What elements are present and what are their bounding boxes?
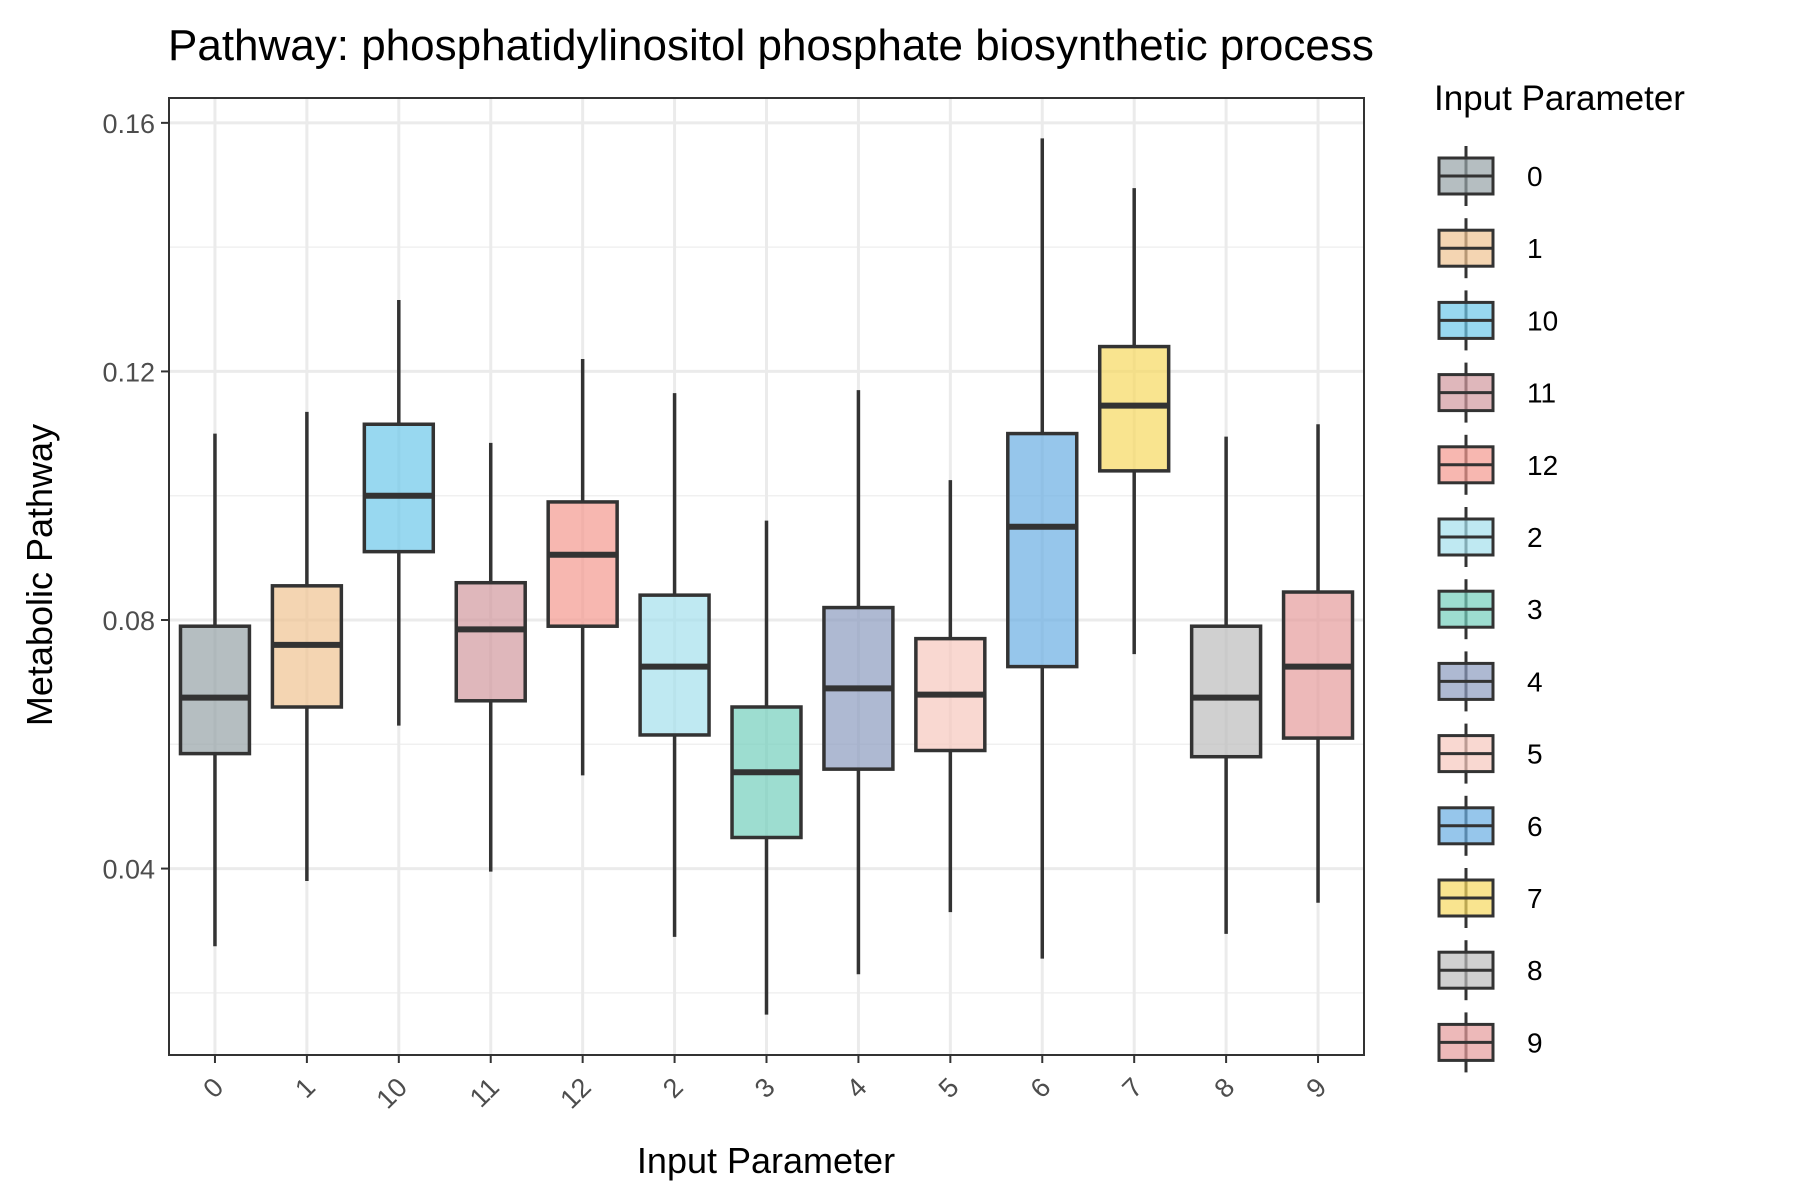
y-tick-label: 0.04 [102,855,155,885]
x-tick-label: 7 [1117,1072,1149,1104]
legend-label: 9 [1527,1027,1543,1058]
box-1 [270,411,344,881]
box-body [178,624,252,756]
box-body [1006,431,1079,669]
legend-label: 4 [1527,666,1543,697]
legend-item-10: 10 [1437,290,1558,351]
legend-item-11: 11 [1437,362,1556,423]
legend-title: Input Parameter [1434,79,1685,118]
legend-item-3: 3 [1437,579,1543,640]
legend-label: 2 [1527,522,1543,553]
legend-item-12: 12 [1437,434,1558,495]
chart-title: Pathway: phosphatidylinositol phosphate … [168,21,1374,70]
y-tick-label: 0.12 [102,357,155,387]
x-tick-label: 1 [289,1072,321,1104]
legend-item-1: 1 [1437,218,1543,279]
box-0 [178,433,252,947]
box-6 [1006,138,1079,959]
x-tick-label: 9 [1300,1072,1332,1104]
legend-item-7: 7 [1437,868,1543,928]
box-7 [1097,188,1171,655]
x-tick-label: 5 [933,1072,965,1104]
legend-item-5: 5 [1437,723,1543,784]
box-10 [362,299,436,726]
legend-label: 1 [1527,233,1543,264]
legend-label: 8 [1527,955,1543,986]
plot-area: 0.04 0.08 0.12 0.16 0 1 10 11 12 2 3 4 5 6 7 8 9 [102,97,1365,1114]
legend-item-8: 8 [1437,940,1543,1001]
x-tick-label: 4 [841,1072,873,1104]
box-body [362,422,436,554]
legend-label: 5 [1527,739,1543,770]
box-body [1097,344,1171,473]
legend-label: 3 [1527,594,1543,625]
box-3 [730,520,803,1015]
legend-label: 12 [1527,450,1558,481]
x-tick-label: 2 [657,1072,689,1104]
x-axis-title: Input Parameter [637,1140,895,1181]
box-9 [1281,424,1355,903]
y-tick-label: 0.08 [102,606,155,636]
legend-label: 11 [1527,378,1556,409]
legend: Input Parameter 0 1 10 11 12 2 3 4 5 6 7 8 9 [1434,79,1685,1073]
x-tick-label: 10 [371,1072,413,1114]
y-axis-title: Metabolic Pathway [19,424,60,726]
legend-item-0: 0 [1437,146,1543,206]
x-tick-label: 8 [1209,1072,1241,1104]
legend-item-9: 9 [1437,1012,1543,1073]
legend-label: 0 [1527,161,1543,192]
legend-label: 6 [1527,811,1543,842]
legend-item-6: 6 [1437,795,1543,856]
legend-label: 7 [1527,883,1543,914]
box-11 [454,442,527,872]
x-tick-label: 6 [1025,1072,1057,1104]
box-2 [638,393,711,937]
box-8 [1189,436,1263,934]
legend-item-4: 4 [1437,651,1543,712]
legend-item-2: 2 [1437,507,1543,567]
legend-label: 10 [1527,305,1558,336]
x-tick-label: 0 [197,1072,229,1104]
x-tick-label: 3 [749,1072,781,1104]
box-body [454,580,527,703]
x-tick-label: 12 [554,1072,596,1114]
box-body [546,500,619,628]
x-tick-label: 11 [464,1072,505,1113]
box-5 [914,480,987,913]
box-4 [822,390,895,975]
y-tick-label: 0.16 [102,109,155,139]
box-12 [546,359,619,776]
box-body [1189,624,1263,759]
